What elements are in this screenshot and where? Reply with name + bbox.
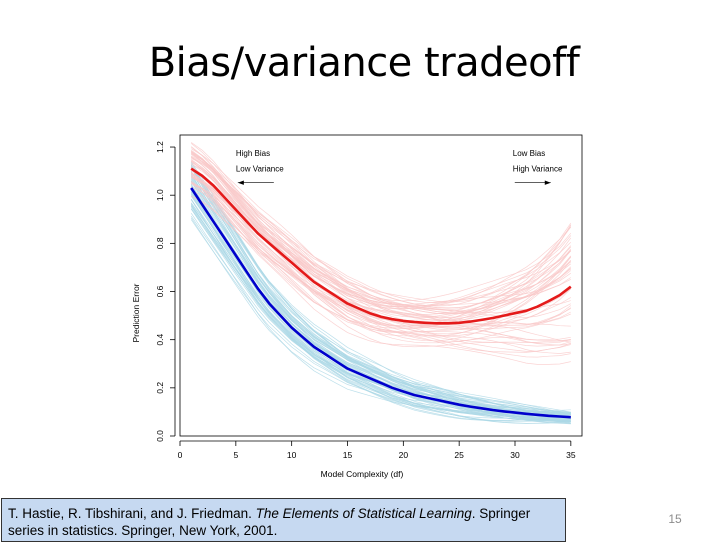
replicate-curve [190,160,572,318]
annotation-label: High Variance [513,165,563,174]
annotations: High Bias Low Variance Low Bias High Varian… [236,149,563,185]
citation-box: T. Hastie, R. Tibshirani, and J. Friedma… [1,498,566,542]
plot-frame [179,134,583,437]
y-tick-label: 1.2 [155,141,165,153]
citation-authors: T. Hastie, R. Tibshirani, and J. Friedma… [8,506,256,521]
slide-number: 15 [668,512,682,526]
replicate-curve [190,204,571,424]
replicate-curve [191,195,571,348]
replicate-curve [191,153,572,305]
replicate-curve [190,151,572,306]
x-tick-label: 20 [399,450,409,460]
y-tick-label: 0.6 [155,285,165,297]
x-axis: 0 5 10 15 20 25 30 35 [178,440,576,460]
x-tick-label: 25 [454,450,464,460]
replicate-curve [191,151,572,309]
slide-title: Bias/variance tradeoff [148,40,580,86]
y-tick-label: 0.8 [155,237,165,249]
replicate-curve [190,171,571,415]
annotation-arrowhead [237,180,244,185]
replicate-curve [191,177,572,329]
x-tick-label: 30 [510,450,520,460]
citation-book-title: The Elements of Statistical Learning [255,506,472,521]
mean-curve-red [190,167,572,325]
replicate-curve [191,195,571,365]
plot-border [179,134,583,437]
x-tick-label: 0 [178,450,183,460]
replicate-curve [190,183,572,342]
y-tick-label: 0.0 [155,430,165,442]
replicate-curve [190,215,571,421]
replicate-curve [191,157,572,310]
prediction-error-chart: 0 5 10 15 20 25 30 35 0.0 0.2 0.4 0.6 0.8 1.0 1.2 Hig… [131,134,583,479]
x-tick-label: 10 [287,450,297,460]
replicate-curve [190,173,571,337]
replicate-curve [190,175,572,336]
replicate-curve [191,155,572,307]
mean-curve-blue [190,187,571,419]
y-axis: 0.0 0.2 0.4 0.6 0.8 1.0 1.2 [155,141,176,442]
annotation-arrowhead [544,180,551,185]
y-tick-label: 1.0 [155,189,165,201]
replicate-curve [190,160,571,321]
annotation-label: Low Bias [513,149,545,158]
replicate-curve [190,150,572,314]
annotation-label: Low Variance [236,165,284,174]
replicate-curve [190,208,571,422]
x-tick-label: 5 [233,450,238,460]
mean-curves [190,167,572,419]
replicate-curve [190,151,572,313]
replicate-curve [190,180,571,414]
annotation-label: High Bias [236,149,270,158]
y-tick-label: 0.2 [155,382,165,394]
replicate-curve [190,172,571,343]
x-tick-label: 35 [566,450,576,460]
replicate-curve [190,195,571,424]
replicate-curve [191,182,571,358]
replicate-curve [190,194,571,425]
y-axis-label: Prediction Error [131,283,141,342]
citation-publisher: . Springer series in statistics. Springe… [8,506,531,538]
y-tick-label: 0.4 [155,334,165,346]
replicate-curve [190,146,572,307]
x-tick-label: 15 [343,450,353,460]
x-axis-label: Model Complexity (df) [321,469,404,479]
